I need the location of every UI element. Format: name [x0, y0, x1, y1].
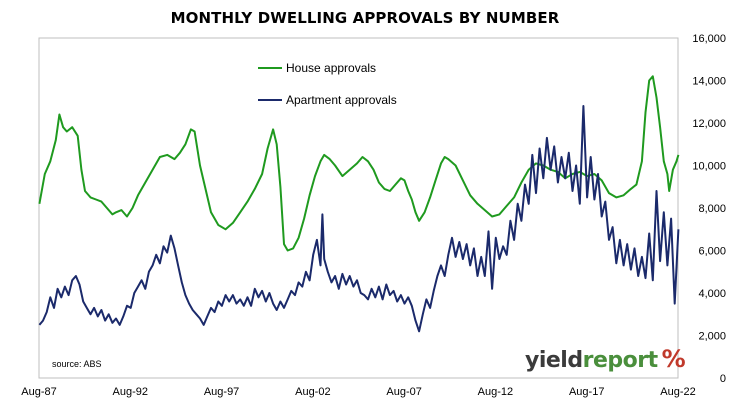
legend-house-label: House approvals — [286, 61, 376, 75]
y-tick-label: 14,000 — [692, 76, 726, 88]
y-tick-label: 6,000 — [698, 246, 726, 258]
y-tick-label: 16,000 — [692, 33, 726, 45]
x-tick-label: Aug-07 — [386, 386, 421, 398]
x-tick-label: Aug-87 — [21, 386, 56, 398]
legend-apartment-label: Apartment approvals — [286, 93, 397, 107]
logo-word-report: report — [582, 348, 659, 373]
x-axis-ticks: Aug-87 Aug-92 Aug-97 Aug-02 Aug-07 Aug-12 Aug-… — [21, 386, 695, 398]
plot-area-frame — [38, 37, 679, 379]
legend: House approvals Apartment approvals — [258, 61, 397, 107]
x-tick-label: Aug-12 — [478, 386, 513, 398]
y-tick-label: 2,000 — [698, 331, 726, 343]
y-tick-label: 8,000 — [698, 203, 726, 215]
x-tick-label: Aug-97 — [204, 386, 239, 398]
logo-word-yield: yield — [525, 348, 583, 373]
x-tick-label: Aug-17 — [569, 386, 604, 398]
series-layer — [38, 75, 680, 333]
x-tick-label: Aug-22 — [660, 386, 695, 398]
x-tick-label: Aug-02 — [295, 386, 330, 398]
y-axis-ticks: 0 2,000 4,000 6,000 8,000 10,000 12,000 14,000 1… — [692, 33, 726, 385]
y-tick-label: 12,000 — [692, 118, 726, 130]
x-tick-label: Aug-92 — [113, 386, 148, 398]
chart-title: MONTHLY DWELLING APPROVALS BY NUMBER — [170, 9, 560, 27]
y-tick-label: 10,000 — [692, 161, 726, 173]
y-tick-label: 0 — [720, 373, 726, 385]
y-tick-label: 4,000 — [698, 288, 726, 300]
yieldreport-logo: yieldreport% — [525, 345, 686, 373]
source-annotation: source: ABS — [52, 359, 102, 369]
logo-percent-symbol: % — [661, 345, 686, 373]
apartment-approvals-line — [38, 105, 680, 333]
